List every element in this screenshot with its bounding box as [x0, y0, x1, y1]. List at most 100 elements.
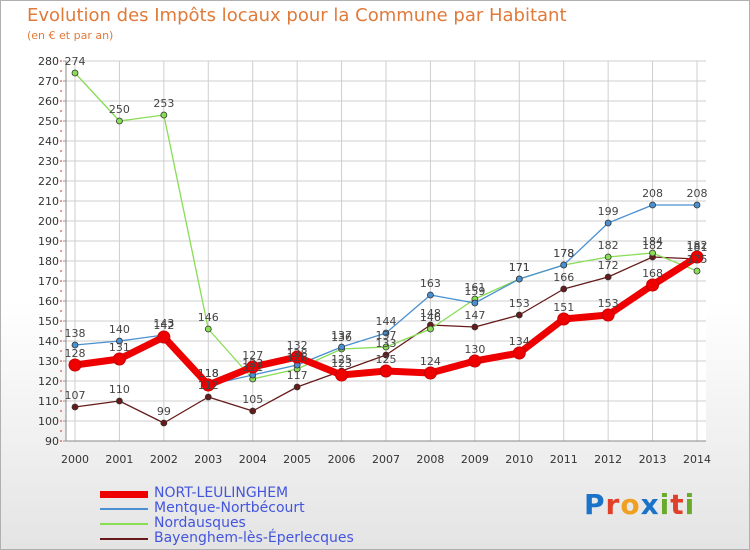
data-label: 143: [153, 317, 174, 330]
data-label: 208: [642, 187, 663, 200]
data-label: 140: [109, 323, 130, 336]
data-label: 182: [642, 239, 663, 252]
y-tick-label: 130: [38, 355, 59, 368]
data-label: 144: [376, 315, 397, 328]
data-label: 130: [464, 343, 485, 356]
data-point: [249, 407, 257, 415]
data-point: [468, 354, 482, 368]
legend-swatch: [100, 523, 148, 525]
data-label: 151: [553, 301, 574, 314]
y-tick-label: 190: [38, 235, 59, 248]
data-label: 117: [287, 369, 308, 382]
data-point: [382, 343, 390, 351]
x-tick-label: 2005: [283, 453, 311, 466]
x-tick-label: 2007: [372, 453, 400, 466]
chart-title: Evolution des Impôts locaux pour la Comm…: [27, 5, 567, 26]
x-tick-label: 2004: [239, 453, 267, 466]
x-tick-label: 2000: [61, 453, 89, 466]
data-point: [68, 358, 82, 372]
data-label: 171: [509, 261, 530, 274]
data-point: [116, 397, 123, 405]
y-tick-label: 140: [38, 335, 59, 348]
data-point: [515, 311, 523, 319]
data-point: [160, 111, 168, 119]
proxiti-logo: Proxiti: [584, 488, 695, 521]
data-point: [157, 330, 171, 344]
data-label: 121: [242, 361, 263, 374]
legend-label: Bayenghem-lès-Éperlecques: [154, 530, 354, 546]
data-point: [160, 419, 168, 427]
data-point: [379, 364, 393, 378]
data-point: [201, 378, 215, 392]
data-point: [112, 352, 126, 366]
data-point: [693, 267, 701, 275]
data-point: [471, 323, 479, 331]
data-label: 199: [598, 205, 619, 218]
legend-item: Nordausques: [100, 515, 430, 531]
data-point: [204, 393, 212, 401]
legend-item: Mentque-Nortbécourt: [100, 500, 430, 516]
data-label: 107: [65, 389, 86, 402]
legend-swatch: [100, 538, 148, 540]
data-point: [649, 249, 656, 257]
data-label: 125: [376, 353, 397, 366]
data-point: [116, 337, 123, 345]
data-label: 168: [642, 267, 663, 280]
data-point: [690, 250, 704, 264]
data-label: 124: [420, 355, 441, 368]
data-point: [560, 285, 568, 293]
data-point: [557, 312, 571, 326]
x-tick-label: 2013: [639, 453, 667, 466]
logo-letter: x: [640, 488, 660, 521]
x-tick-label: 2010: [505, 453, 533, 466]
y-tick-label: 220: [38, 175, 59, 188]
legend-swatch: [100, 508, 148, 510]
data-label: 166: [553, 271, 574, 284]
logo-letter: r: [605, 488, 621, 521]
data-point: [338, 343, 345, 351]
y-tick-label: 160: [38, 295, 59, 308]
data-label: 128: [287, 347, 308, 360]
x-tick-label: 2014: [683, 453, 711, 466]
y-tick-label: 240: [38, 135, 59, 148]
data-label: 178: [553, 247, 574, 260]
data-label: 147: [464, 309, 485, 322]
data-point: [116, 117, 123, 125]
data-point: [649, 201, 656, 209]
data-label: 132: [287, 339, 308, 352]
data-point: [382, 351, 390, 359]
data-label: 99: [157, 405, 171, 418]
x-tick-label: 2008: [416, 453, 444, 466]
data-point: [71, 341, 79, 349]
data-label: 175: [687, 253, 708, 266]
data-point: [335, 368, 349, 382]
data-label: 208: [687, 187, 708, 200]
data-label: 146: [198, 311, 219, 324]
y-tick-label: 170: [38, 275, 59, 288]
data-label: 127: [242, 349, 263, 362]
data-label: 184: [642, 235, 663, 248]
data-label: 138: [65, 327, 86, 340]
y-tick-label: 270: [38, 75, 59, 88]
data-label: 163: [420, 277, 441, 290]
grid: [66, 60, 706, 442]
data-point: [290, 350, 304, 364]
data-point: [427, 291, 434, 299]
y-tick-label: 260: [38, 95, 59, 108]
data-point: [560, 261, 568, 269]
data-point: [604, 219, 612, 227]
data-label: 133: [376, 337, 397, 350]
y-tick-label: 250: [38, 115, 59, 128]
y-tick-label: 280: [38, 55, 59, 68]
x-tick-label: 2009: [461, 453, 489, 466]
legend-item: Bayenghem-lès-Éperlecques: [100, 530, 430, 546]
x-tick-label: 2002: [150, 453, 178, 466]
series: [68, 69, 704, 427]
legend-item: NORT-LEULINGHEM: [100, 485, 430, 501]
data-label: 123: [242, 357, 263, 370]
data-label: 146: [420, 311, 441, 324]
legend-swatch: [100, 490, 148, 498]
data-label: 182: [598, 239, 619, 252]
x-tick-label: 2001: [105, 453, 133, 466]
data-point: [427, 325, 434, 333]
